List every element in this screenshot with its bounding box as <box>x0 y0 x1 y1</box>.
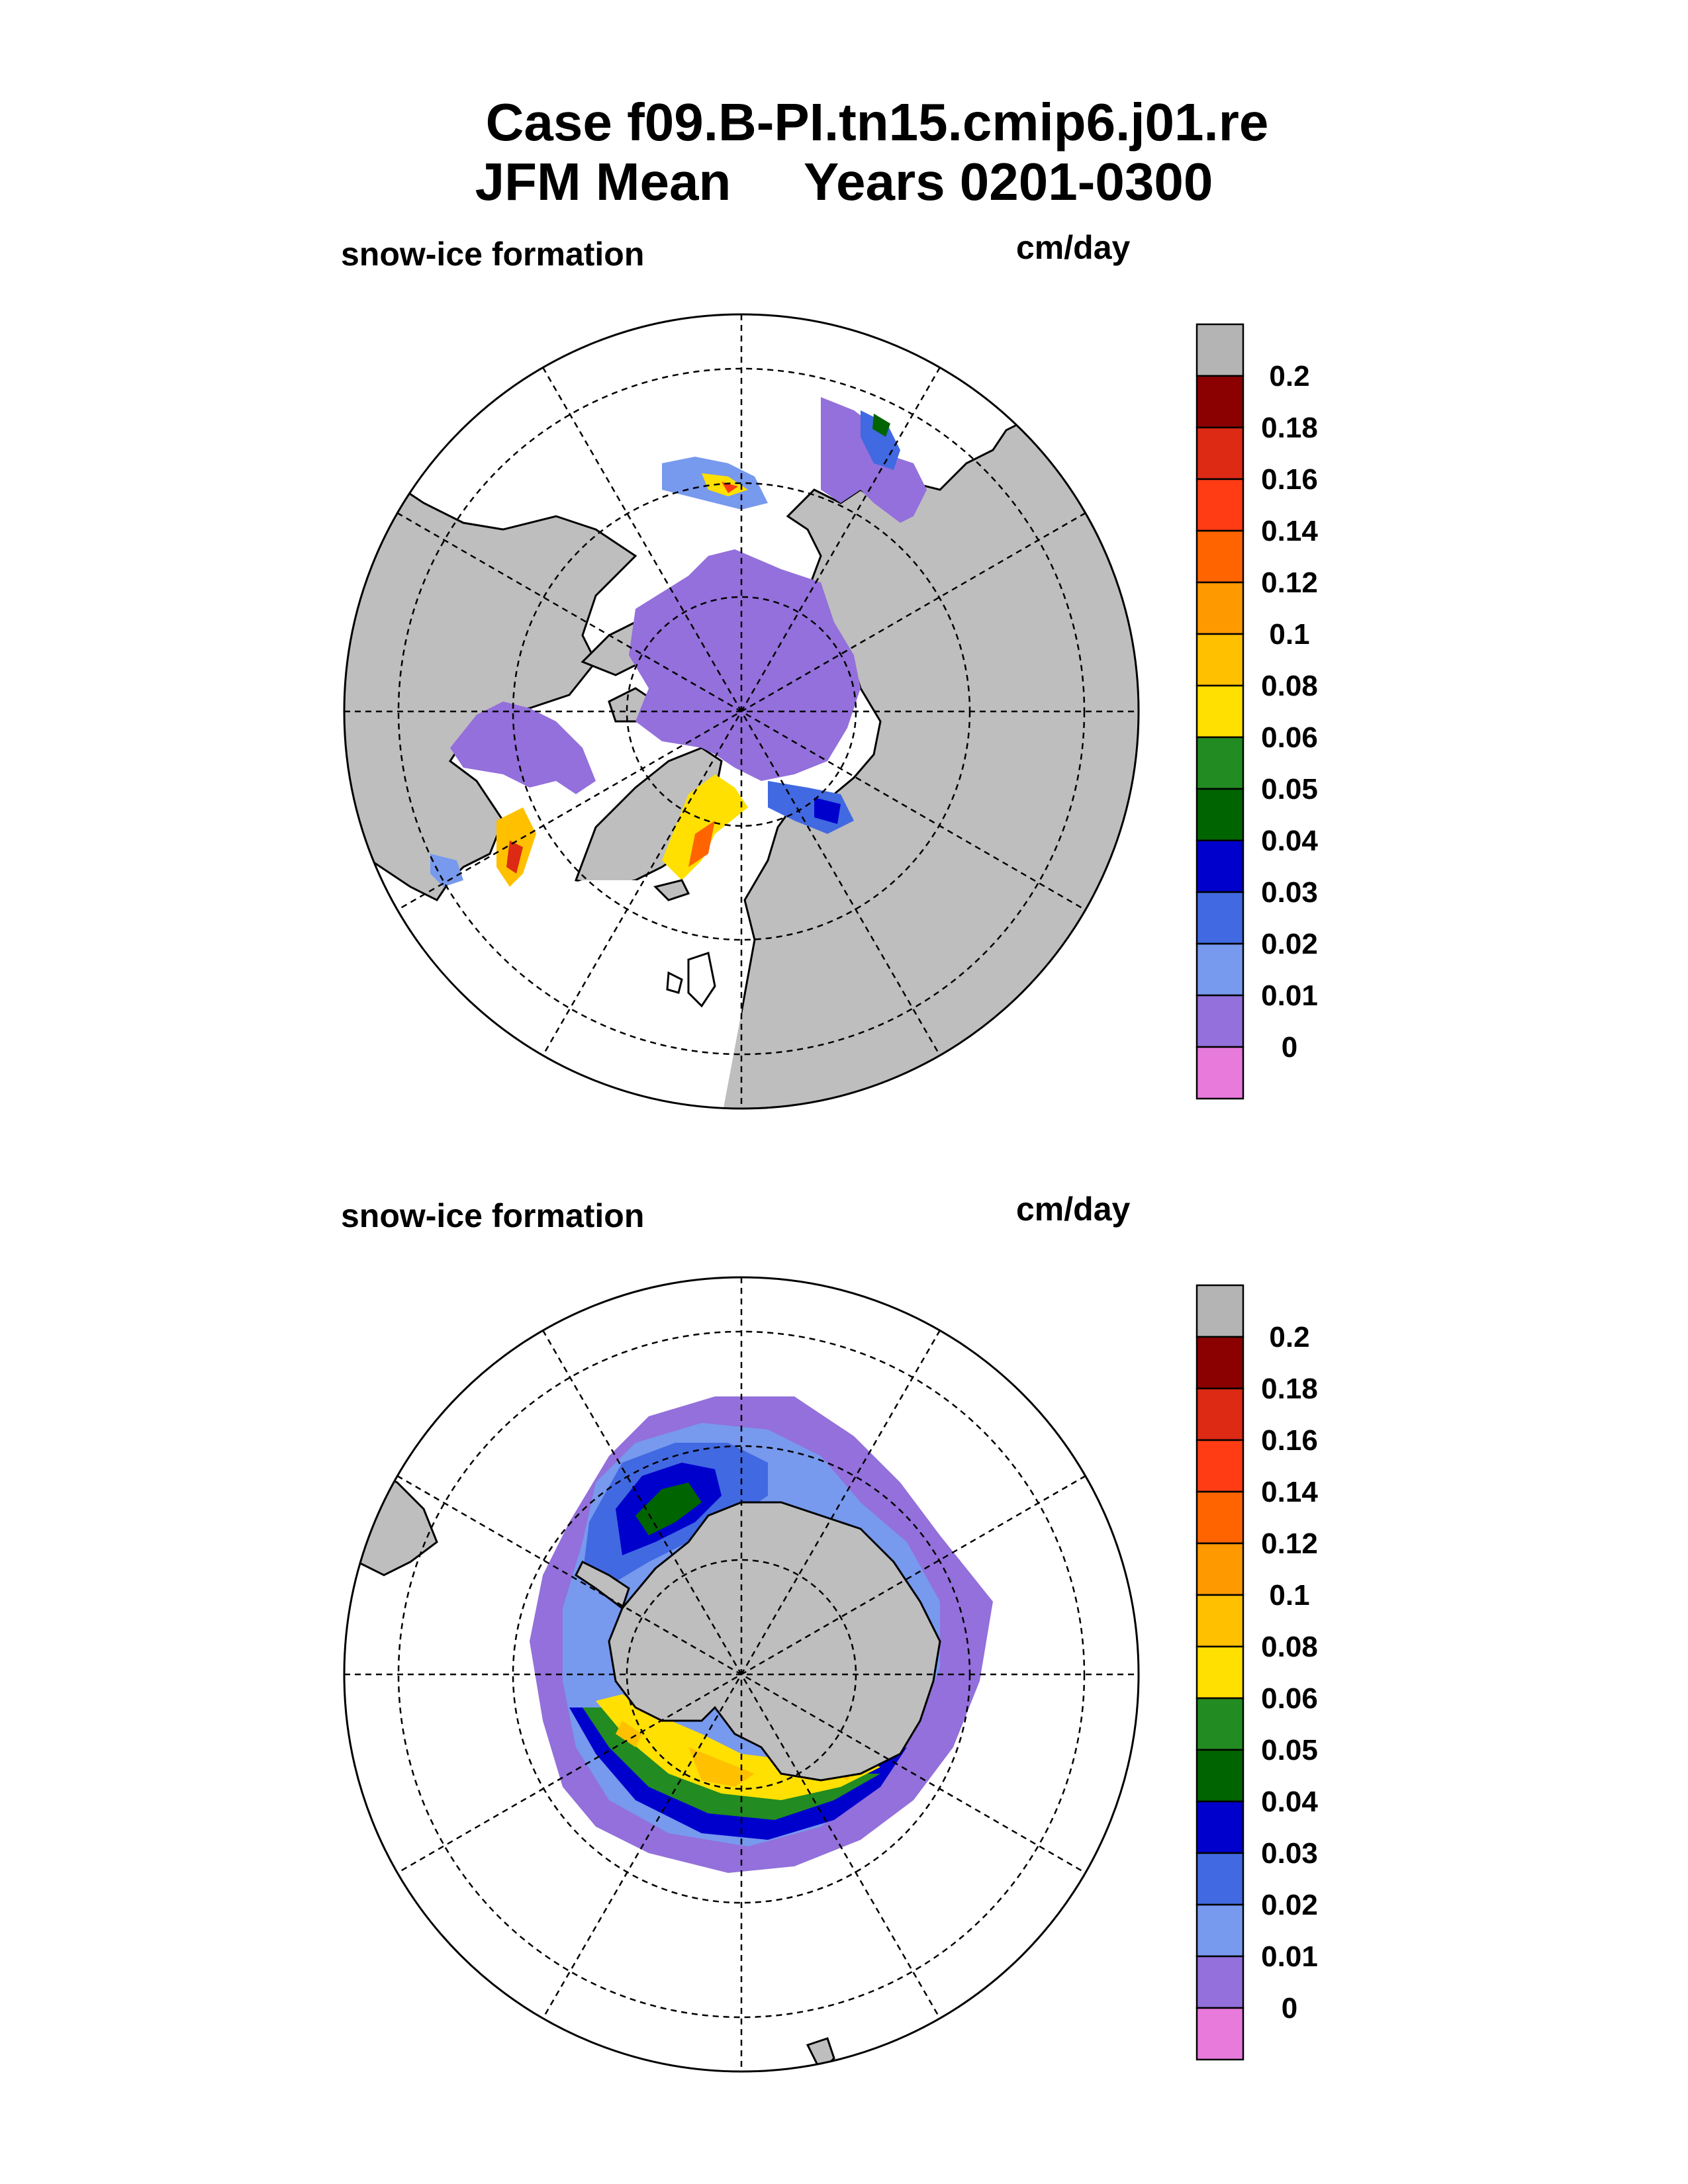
season-label: JFM Mean <box>475 152 731 211</box>
colorbar-swatch <box>1196 1336 1244 1390</box>
colorbar-swatch <box>1196 1542 1244 1596</box>
colorbar-swatch <box>1196 839 1244 893</box>
colorbar-tick-label: 0.14 <box>1261 515 1318 547</box>
colorbar-swatch <box>1196 323 1244 377</box>
bering-ice-peak <box>722 482 738 493</box>
colorbar-tick-label: 0.04 <box>1261 1786 1318 1818</box>
hudson-bay-ice <box>450 702 596 794</box>
colorbar-swatch <box>1196 478 1244 532</box>
colorbar-tick-label: 0.18 <box>1261 1373 1318 1405</box>
north-polar-map <box>343 313 1140 1110</box>
colorbar-tick-label: 0.1 <box>1269 1579 1309 1612</box>
colorbar-tick-label: 0.1 <box>1269 618 1309 651</box>
british-isles-land <box>666 952 716 1008</box>
colorbar-swatch <box>1196 684 1244 739</box>
north-variable-label: snow-ice formation <box>341 236 645 273</box>
labrador-ice-core <box>506 841 523 874</box>
north-graticule <box>344 314 1139 1109</box>
colorbar-swatch <box>1196 788 1244 842</box>
colorbar-tick-label: 0.16 <box>1261 1424 1318 1457</box>
colorbar-swatch <box>1196 1852 1244 1906</box>
colorbar-swatch <box>1196 375 1244 429</box>
colorbar-tick-label: 0.08 <box>1261 1631 1318 1663</box>
colorbar-swatch <box>1196 1697 1244 1751</box>
okhotsk-ice-peak <box>872 414 890 437</box>
colorbar-tick-label: 0.06 <box>1261 1682 1318 1715</box>
colorbar-tick-label: 0.05 <box>1261 1734 1318 1766</box>
colorbar-tick-label: 0.18 <box>1261 412 1318 444</box>
colorbar-swatch <box>1196 994 1244 1048</box>
new-zealand-land <box>806 2037 835 2071</box>
colorbar-swatch <box>1196 1800 1244 1854</box>
colorbar-swatch <box>1196 736 1244 790</box>
colorbar-tick-label: 0.12 <box>1261 1527 1318 1560</box>
colorbar-swatch <box>1196 942 1244 997</box>
south-polar-map <box>343 1276 1140 2073</box>
colorbar-tick-label: 0.2 <box>1269 360 1309 392</box>
south-colorbar: 0.2 0.18 0.16 0.14 0.12 0.1 0.08 0.06 0.05 0.04 0.… <box>1196 1284 1318 2061</box>
colorbar-swatch <box>1196 1490 1244 1545</box>
colorbar-tick-label: 0.04 <box>1261 825 1318 857</box>
colorbar-tick-label: 0.02 <box>1261 1889 1318 1921</box>
north-units-label: cm/day <box>1016 229 1131 266</box>
ross-ice-orange <box>616 1721 861 1787</box>
colorbar-tick-label: 0.06 <box>1261 721 1318 754</box>
south-map-border <box>343 1276 1140 2073</box>
colorbar-swatch <box>1196 1594 1244 1648</box>
figure-title: Case f09.B-PI.tn15.cmip6.j01.re <box>485 93 1269 152</box>
gulf-stlawrence-ice <box>430 854 463 887</box>
colorbar-swatch <box>1196 1387 1244 1441</box>
colorbar-tick-label: 0.08 <box>1261 670 1318 702</box>
colorbar-swatch <box>1196 581 1244 635</box>
barents-ice-core <box>688 821 715 867</box>
arctic-ice-field <box>629 549 861 781</box>
colorbar-tick-label: 0.03 <box>1261 1837 1318 1870</box>
colorbar-tick-label: 0.01 <box>1261 1940 1318 1973</box>
colorbar-tick-label: 0 <box>1282 1031 1297 1064</box>
colorbar-tick-label: 0.16 <box>1261 463 1318 496</box>
colorbar-swatch <box>1196 1903 1244 1958</box>
colorbar-tick-label: 0.02 <box>1261 928 1318 960</box>
colorbar-tick-label: 0.01 <box>1261 979 1318 1012</box>
figure-subtitle: JFM Mean Years 0201-0300 <box>0 152 1688 212</box>
north-colorbar: 0.2 0.18 0.16 0.14 0.12 0.1 0.08 0.06 0.05 0.04 0.… <box>1196 323 1318 1100</box>
colorbar-swatch <box>1196 1284 1244 1338</box>
colorbar-tick-label: 0.03 <box>1261 876 1318 909</box>
colorbar-tick-label: 0 <box>1282 1992 1297 2025</box>
colorbar-tick-label: 0.2 <box>1269 1321 1309 1353</box>
colorbar-swatch <box>1196 633 1244 687</box>
colorbar-swatch <box>1196 1749 1244 1803</box>
colorbar-swatch <box>1196 1955 1244 2009</box>
kara-ice-core <box>814 797 841 824</box>
iceland-land <box>653 879 690 901</box>
colorbar-swatch <box>1196 891 1244 945</box>
antarctic-peninsula-land <box>575 1560 630 1610</box>
colorbar-swatch <box>1196 1439 1244 1493</box>
colorbar-swatch <box>1196 426 1244 480</box>
colorbar-swatch <box>1196 529 1244 584</box>
colorbar-swatch <box>1196 2007 1244 2061</box>
south-variable-label: snow-ice formation <box>341 1197 645 1234</box>
colorbar-swatch <box>1196 1645 1244 1700</box>
years-label: Years 0201-0300 <box>804 152 1213 211</box>
colorbar-tick-label: 0.12 <box>1261 567 1318 599</box>
weddell-ice-green <box>635 1482 702 1535</box>
colorbar-tick-label: 0.05 <box>1261 773 1318 805</box>
south-units-label: cm/day <box>1016 1191 1131 1228</box>
ross-ice-blue <box>569 1707 907 1840</box>
colorbar-swatch <box>1196 1046 1244 1100</box>
south-graticule <box>344 1277 1139 2071</box>
colorbar-tick-label: 0.14 <box>1261 1476 1318 1508</box>
north-map-border <box>343 313 1140 1110</box>
